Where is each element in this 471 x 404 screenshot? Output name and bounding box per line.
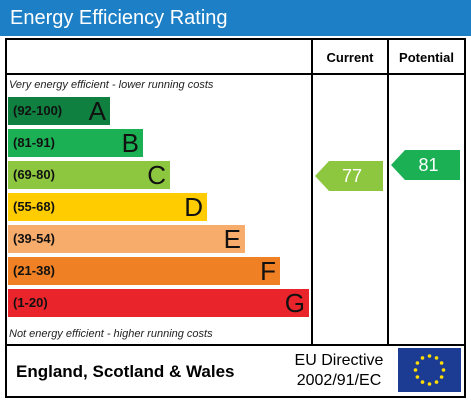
band-c: (69-80) C [8, 161, 170, 189]
band-range-label: (21-38) [13, 263, 55, 278]
band-range-label: (92-100) [13, 103, 63, 118]
eu-stars-icon [413, 354, 446, 386]
band-e: (39-54) E [8, 225, 245, 253]
current-column-divider [311, 38, 313, 346]
potential-header: Potential [399, 50, 454, 65]
top-note: Very energy efficient - lower running co… [9, 79, 214, 91]
band-letter-label: D [184, 192, 203, 222]
band-letter-label: G [284, 288, 305, 318]
footer-divider [5, 344, 466, 346]
band-range-label: (39-54) [13, 231, 55, 246]
band-range-label: (69-80) [13, 167, 55, 182]
eu-star [427, 382, 432, 386]
current-header: Current [326, 50, 374, 65]
header-divider [5, 73, 466, 75]
eu-star [441, 368, 446, 372]
eu-star [434, 380, 439, 384]
band-a: (92-100) A [8, 97, 110, 125]
current-rating-arrow-value: 77 [341, 166, 363, 186]
current-rating-arrow-shape [315, 161, 383, 191]
band-letter-label: E [223, 224, 241, 254]
band-d: (55-68) D [8, 193, 207, 221]
eu-star [420, 380, 425, 384]
band-range-label: (55-68) [13, 199, 55, 214]
band-letter-label: F [260, 256, 276, 286]
eu-star [434, 356, 439, 360]
band-g: (1-20) G [8, 289, 309, 317]
potential-rating-arrow: 81 [391, 150, 460, 180]
band-letter-label: B [121, 128, 139, 158]
eu-star [413, 368, 418, 372]
band-range-label: (1-20) [13, 295, 48, 310]
region-label: England, Scotland & Wales [16, 362, 235, 381]
eu-directive-label: EU Directive 2002/91/EC [283, 351, 395, 391]
eu-star [427, 354, 432, 358]
current-rating-arrow: 77 [315, 161, 383, 191]
eu-star [415, 361, 420, 365]
eu-star [439, 375, 444, 379]
band-range-label: (81-91) [13, 135, 55, 150]
potential-column-divider [387, 38, 389, 346]
band-letter-label: C [147, 160, 166, 190]
eu-flag-icon [398, 348, 461, 392]
band-f: (21-38) F [8, 257, 280, 285]
potential-rating-arrow-value: 81 [418, 155, 439, 175]
eu-star [420, 356, 425, 360]
bottom-note: Not energy efficient - higher running co… [9, 328, 213, 340]
page-title: Energy Efficiency Rating [0, 0, 471, 36]
rating-frame [5, 38, 466, 398]
potential-rating-arrow-shape [391, 150, 460, 180]
eu-star [415, 375, 420, 379]
eu-directive-line1: EU Directive [294, 352, 384, 369]
eu-directive-line2: 2002/91/EC [296, 372, 382, 389]
eu-star [439, 361, 444, 365]
band-b: (81-91) B [8, 129, 143, 157]
band-letter-label: A [88, 96, 106, 126]
